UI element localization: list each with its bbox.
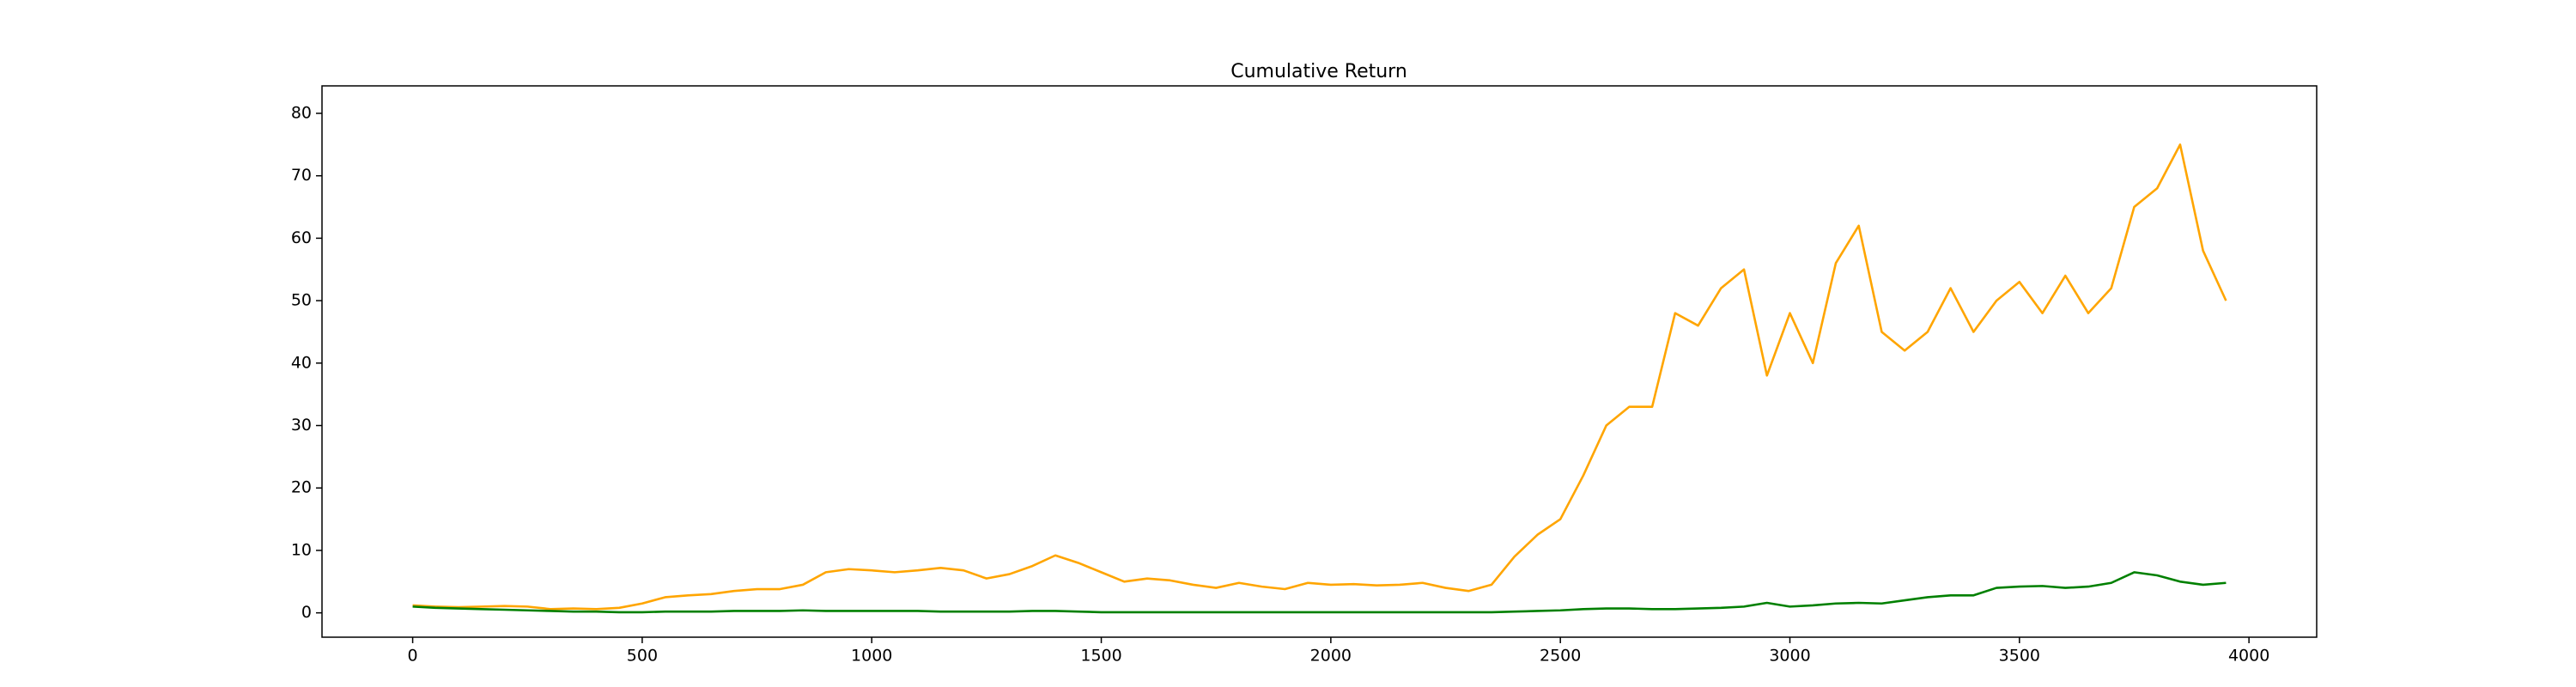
x-tick-label: 4000 xyxy=(2228,647,2269,666)
y-tick-label: 70 xyxy=(291,166,312,185)
x-tick-label: 2000 xyxy=(1310,647,1352,666)
y-tick-label: 50 xyxy=(291,291,312,310)
x-tick-label: 2500 xyxy=(1540,647,1581,666)
x-tick-label: 1000 xyxy=(851,647,892,666)
y-tick-label: 30 xyxy=(291,416,312,435)
chart-title: Cumulative Return xyxy=(1230,61,1407,82)
y-tick-label: 0 xyxy=(301,603,312,622)
x-tick-label: 500 xyxy=(627,647,658,666)
y-tick-label: 60 xyxy=(291,228,312,247)
y-tick-label: 20 xyxy=(291,478,312,497)
x-tick-label: 0 xyxy=(408,647,418,666)
line-series xyxy=(412,571,2227,614)
line-series xyxy=(412,143,2227,611)
x-tick-label: 3500 xyxy=(1999,647,2040,666)
y-tick-label: 80 xyxy=(291,103,312,122)
plot-frame xyxy=(321,85,2318,638)
x-tick-label: 1500 xyxy=(1080,647,1121,666)
x-tick-label: 3000 xyxy=(1769,647,1810,666)
y-tick-label: 40 xyxy=(291,353,312,372)
y-tick-label: 10 xyxy=(291,540,312,559)
